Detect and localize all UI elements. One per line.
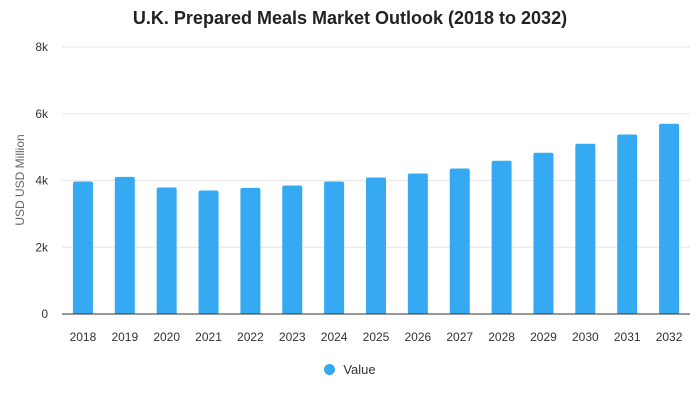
bar-2022[interactable] [240, 187, 261, 314]
bar-2018[interactable] [72, 181, 93, 314]
x-tick-label: 2030 [572, 330, 599, 344]
x-tick-label: 2031 [614, 330, 641, 344]
y-axis-ticks: 0 2k 4k 6k 8k [35, 40, 49, 321]
x-axis-ticks: 2018 2019 2020 2021 2022 2023 2024 2025 2026 2027… [70, 330, 683, 344]
x-tick-label: 2020 [153, 330, 180, 344]
x-tick-label: 2021 [195, 330, 222, 344]
y-tick-label: 6k [35, 107, 49, 121]
bar-2032[interactable] [659, 123, 680, 314]
x-tick-label: 2018 [70, 330, 97, 344]
bar-2031[interactable] [617, 134, 638, 314]
chart-title: U.K. Prepared Meals Market Outlook (2018… [132, 8, 568, 28]
legend[interactable]: Value [0, 362, 700, 377]
bar-2030[interactable] [575, 143, 596, 314]
y-tick-label: 8k [35, 40, 49, 54]
legend-label: Value [343, 362, 376, 377]
x-tick-label: 2025 [363, 330, 390, 344]
bar-2019[interactable] [114, 176, 135, 314]
x-tick-label: 2032 [656, 330, 683, 344]
bar-2027[interactable] [449, 168, 470, 314]
bar-2020[interactable] [156, 187, 177, 314]
bar-2025[interactable] [366, 177, 386, 314]
y-tick-label: 0 [41, 307, 48, 321]
x-tick-label: 2028 [488, 330, 515, 344]
x-tick-label: 2024 [321, 330, 348, 344]
bar-2024[interactable] [324, 181, 345, 314]
y-axis-label: USD USD Million [13, 134, 27, 225]
bar-series [72, 123, 680, 314]
bar-2028[interactable] [491, 160, 512, 314]
x-tick-label: 2026 [405, 330, 432, 344]
bar-2023[interactable] [282, 185, 303, 314]
x-tick-label: 2022 [237, 330, 264, 344]
legend-swatch [324, 364, 336, 375]
bar-2021[interactable] [198, 190, 219, 314]
x-tick-label: 2023 [279, 330, 306, 344]
bar-2029[interactable] [533, 152, 554, 314]
y-tick-label: 4k [35, 174, 49, 188]
x-tick-label: 2027 [446, 330, 473, 344]
bar-2026[interactable] [407, 173, 428, 314]
x-tick-label: 2019 [111, 330, 138, 344]
x-tick-label: 2029 [530, 330, 557, 344]
y-tick-label: 2k [35, 240, 49, 254]
